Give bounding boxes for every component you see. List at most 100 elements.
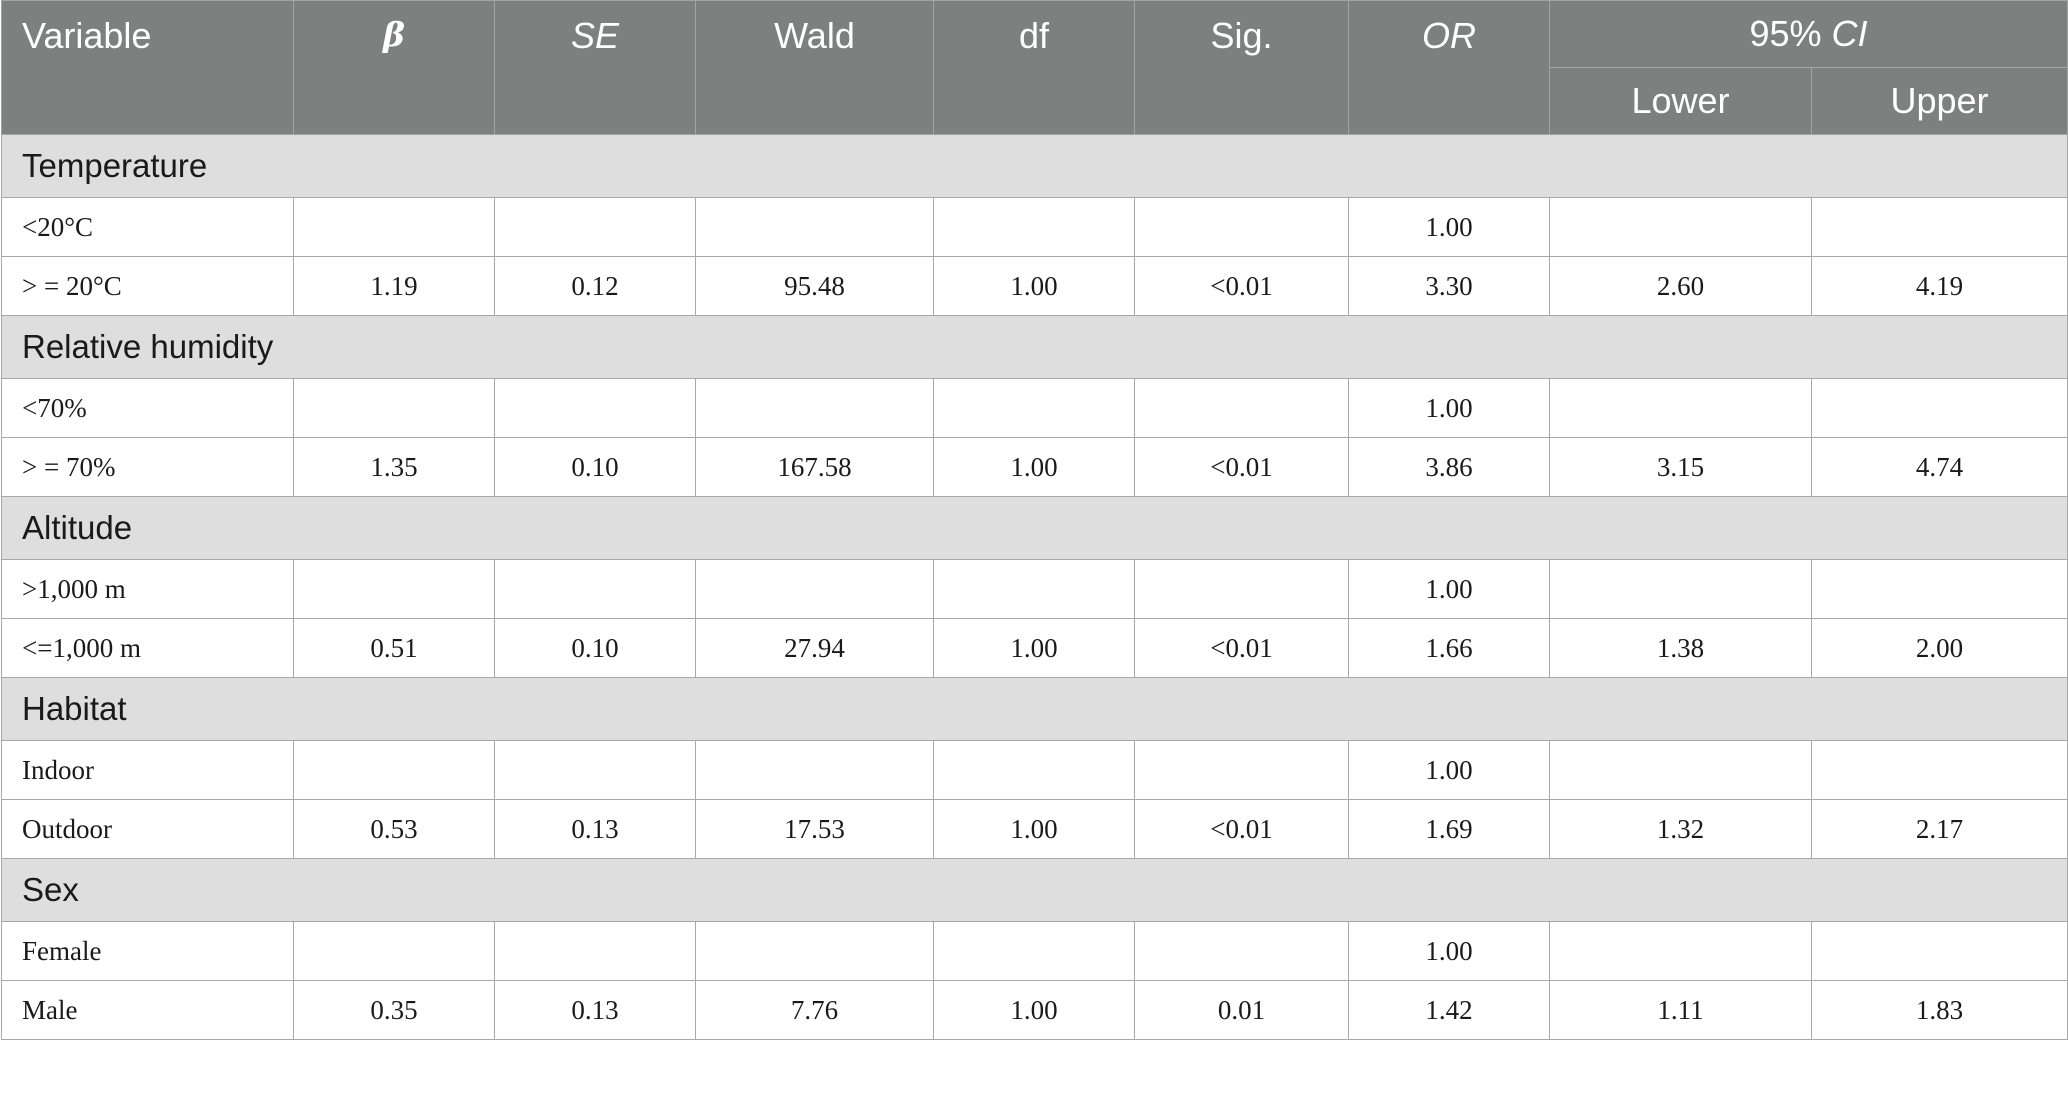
cell-beta: 1.19 [293, 256, 495, 316]
cell-or: 3.30 [1348, 256, 1550, 316]
cell-upper [1811, 197, 2068, 257]
table-row: Outdoor 0.53 0.13 17.53 1.00 <0.01 1.69 1.32 2.1… [1, 799, 2068, 859]
cell-upper: 2.00 [1811, 618, 2068, 678]
cell-upper [1811, 921, 2068, 981]
cell-wald: 17.53 [695, 799, 934, 859]
cell-se [494, 559, 696, 619]
cell-se: 0.10 [494, 618, 696, 678]
cell-sig [1134, 378, 1349, 438]
cell-beta [293, 921, 495, 981]
group-row: Sex [1, 858, 2068, 922]
cell-lower: 1.38 [1549, 618, 1812, 678]
group-label: Relative humidity [1, 315, 2068, 379]
cell-upper [1811, 559, 2068, 619]
cell-lower [1549, 921, 1812, 981]
cell-or: 1.00 [1348, 559, 1550, 619]
cell-or: 1.69 [1348, 799, 1550, 859]
cell-df: 1.00 [933, 437, 1135, 497]
cell-sig: 0.01 [1134, 980, 1349, 1040]
cell-se [494, 921, 696, 981]
cell-df: 1.00 [933, 980, 1135, 1040]
cell-wald [695, 559, 934, 619]
cell-beta [293, 378, 495, 438]
cell-df [933, 921, 1135, 981]
cell-se: 0.12 [494, 256, 696, 316]
cell-label: Indoor [1, 740, 294, 800]
cell-upper: 2.17 [1811, 799, 2068, 859]
cell-df [933, 740, 1135, 800]
header-ci-prefix: 95% [1749, 13, 1832, 54]
header-df: df [933, 0, 1135, 135]
table-row: Female 1.00 [1, 921, 2068, 981]
cell-upper: 4.74 [1811, 437, 2068, 497]
group-label: Altitude [1, 496, 2068, 560]
cell-sig: <0.01 [1134, 437, 1349, 497]
header-beta: β [293, 0, 495, 135]
cell-label: <70% [1, 378, 294, 438]
cell-label: > = 20°C [1, 256, 294, 316]
cell-beta: 1.35 [293, 437, 495, 497]
cell-or: 1.00 [1348, 378, 1550, 438]
table-header: Variable β SE Wald df Sig. OR 95% CI Low… [1, 0, 2068, 135]
cell-sig [1134, 559, 1349, 619]
group-label: Sex [1, 858, 2068, 922]
cell-lower: 3.15 [1549, 437, 1812, 497]
cell-sig [1134, 197, 1349, 257]
cell-beta [293, 197, 495, 257]
cell-lower [1549, 740, 1812, 800]
cell-label: <=1,000 m [1, 618, 294, 678]
cell-df: 1.00 [933, 256, 1135, 316]
group-row: Habitat [1, 677, 2068, 741]
cell-sig [1134, 740, 1349, 800]
header-ci-suffix: CI [1831, 13, 1868, 54]
cell-beta: 0.35 [293, 980, 495, 1040]
cell-label: <20°C [1, 197, 294, 257]
group-row: Temperature [1, 134, 2068, 198]
table-row: Male 0.35 0.13 7.76 1.00 0.01 1.42 1.11 1.83 [1, 980, 2068, 1040]
cell-upper [1811, 378, 2068, 438]
cell-or: 3.86 [1348, 437, 1550, 497]
cell-beta: 0.51 [293, 618, 495, 678]
table-row: <20°C 1.00 [1, 197, 2068, 257]
cell-df [933, 197, 1135, 257]
group-label: Temperature [1, 134, 2068, 198]
table-row: <=1,000 m 0.51 0.10 27.94 1.00 <0.01 1.66 1.38 2… [1, 618, 2068, 678]
table-row: Indoor 1.00 [1, 740, 2068, 800]
cell-se [494, 740, 696, 800]
header-sig: Sig. [1134, 0, 1349, 135]
cell-se: 0.13 [494, 980, 696, 1040]
table-row: > = 20°C 1.19 0.12 95.48 1.00 <0.01 3.30 2.60 4.… [1, 256, 2068, 316]
cell-label: >1,000 m [1, 559, 294, 619]
cell-sig: <0.01 [1134, 256, 1349, 316]
cell-label: > = 70% [1, 437, 294, 497]
group-row: Relative humidity [1, 315, 2068, 379]
header-ci: 95% CI [1549, 0, 2068, 68]
cell-or: 1.00 [1348, 740, 1550, 800]
table-row: >1,000 m 1.00 [1, 559, 2068, 619]
cell-wald [695, 921, 934, 981]
cell-lower [1549, 378, 1812, 438]
table-body: Temperature <20°C 1.00 > = 20°C 1.19 0.12 95.4… [1, 134, 2068, 1040]
cell-se: 0.13 [494, 799, 696, 859]
cell-se: 0.10 [494, 437, 696, 497]
header-lower: Lower [1549, 67, 1812, 135]
cell-wald [695, 197, 934, 257]
cell-or: 1.00 [1348, 197, 1550, 257]
header-or: OR [1348, 0, 1550, 135]
cell-upper: 4.19 [1811, 256, 2068, 316]
cell-se [494, 378, 696, 438]
cell-df: 1.00 [933, 799, 1135, 859]
group-row: Altitude [1, 496, 2068, 560]
cell-or: 1.00 [1348, 921, 1550, 981]
cell-label: Female [1, 921, 294, 981]
table-row: <70% 1.00 [1, 378, 2068, 438]
header-wald: Wald [695, 0, 934, 135]
cell-sig: <0.01 [1134, 618, 1349, 678]
header-se: SE [494, 0, 696, 135]
cell-wald: 167.58 [695, 437, 934, 497]
regression-table: Variable β SE Wald df Sig. OR 95% CI Low… [1, 0, 2068, 1040]
cell-beta [293, 740, 495, 800]
cell-wald: 95.48 [695, 256, 934, 316]
cell-label: Outdoor [1, 799, 294, 859]
cell-beta: 0.53 [293, 799, 495, 859]
